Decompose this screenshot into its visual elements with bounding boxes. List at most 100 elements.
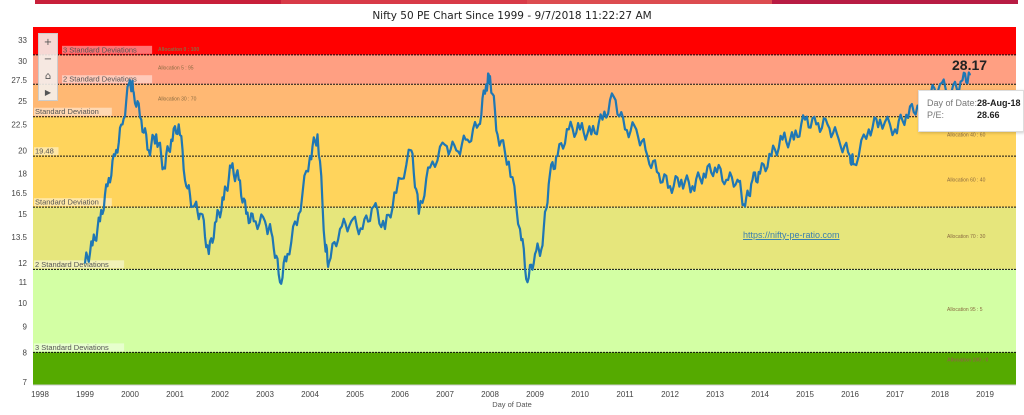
data-point: [657, 172, 660, 175]
y-tick-label: 20: [18, 146, 27, 155]
top-tab-strip: [35, 0, 1018, 4]
data-point: [969, 73, 971, 76]
x-tick-label: 2007: [436, 390, 454, 399]
sd-label-bg: [62, 45, 153, 54]
data-point: [916, 104, 919, 107]
tab[interactable]: [35, 0, 281, 4]
y-tick-label: 8: [23, 348, 28, 357]
tooltip-pe-label: P/E:: [927, 110, 945, 120]
data-point: [170, 138, 173, 141]
data-point: [894, 128, 896, 131]
y-tick-label: 16.5: [11, 189, 27, 198]
data-point: [624, 128, 626, 131]
sd-label-bg: [34, 147, 59, 156]
x-tick-label: 2009: [526, 390, 544, 399]
allocation-label: Allocation 40 : 60: [947, 132, 986, 138]
allocation-label: Allocation 30 : 70: [158, 96, 197, 102]
data-point: [519, 228, 521, 230]
band-6: [33, 269, 1016, 353]
band-0: [33, 27, 1016, 55]
data-point: [612, 95, 615, 98]
data-point: [91, 244, 94, 247]
tab[interactable]: [772, 0, 1018, 4]
zoom-controls: + − ⌂ ▶: [38, 33, 58, 101]
x-axis-label: Day of Date: [492, 400, 532, 409]
data-point: [691, 185, 694, 188]
data-point: [444, 144, 446, 146]
tab[interactable]: [526, 0, 773, 4]
data-point: [264, 220, 266, 223]
data-point: [770, 155, 773, 157]
data-point: [395, 191, 398, 194]
data-point: [669, 185, 671, 188]
x-tick-label: 2002: [211, 390, 229, 399]
data-point: [590, 133, 593, 136]
allocation-label: Allocation 100 : 0: [947, 357, 988, 363]
data-point: [526, 281, 529, 284]
data-point: [534, 253, 536, 255]
data-point: [230, 166, 233, 169]
last-value-label: 28.17: [952, 57, 988, 73]
x-tick-label: 2018: [931, 390, 949, 399]
data-point: [567, 128, 570, 131]
data-point: [751, 178, 754, 181]
data-point: [84, 262, 86, 264]
data-point: [147, 149, 150, 152]
x-tick-label: 2012: [661, 390, 679, 399]
data-point: [245, 212, 248, 215]
sd-label-bg: [34, 198, 112, 207]
sd-label: 3 Standard Deviations: [63, 45, 137, 54]
x-tick-label: 2014: [751, 390, 769, 399]
data-point: [781, 138, 784, 141]
data-point: [384, 228, 386, 230]
data-point: [961, 79, 964, 82]
play-icon[interactable]: ▶: [44, 88, 52, 97]
data-point: [702, 172, 705, 175]
data-point: [339, 228, 341, 230]
data-point: [725, 178, 728, 181]
sd-label: 19.48: [35, 147, 54, 156]
data-point: [200, 212, 203, 215]
data-point: [852, 163, 855, 165]
sd-label: Standard Deviation: [35, 107, 99, 116]
allocation-label: Allocation 5 : 95: [158, 66, 194, 72]
data-point: [826, 123, 829, 126]
data-point: [429, 166, 431, 169]
y-tick-label: 33: [18, 36, 27, 45]
x-tick-label: 2004: [301, 390, 319, 399]
data-point: [646, 155, 649, 157]
sd-label: 2 Standard Deviations: [35, 260, 109, 269]
data-point: [129, 79, 131, 82]
y-tick-label: 11: [19, 278, 28, 287]
x-tick-label: 1998: [31, 390, 49, 399]
band-4: [33, 156, 1016, 208]
y-tick-label: 18: [18, 170, 27, 179]
band-2: [33, 84, 1016, 117]
x-tick-label: 2001: [166, 390, 184, 399]
allocation-label: Allocation 0 : 100: [158, 47, 199, 53]
x-tick-label: 2003: [256, 390, 274, 399]
data-point: [121, 123, 124, 126]
tooltip-pe-value: 28.66: [977, 110, 1000, 120]
y-tick-label: 30: [18, 57, 27, 66]
home-icon[interactable]: ⌂: [44, 71, 52, 82]
zoom-in-icon[interactable]: +: [43, 37, 53, 48]
y-tick-label: 22.5: [11, 120, 27, 129]
sd-label: Standard Deviation: [35, 198, 99, 207]
zoom-out-icon[interactable]: −: [43, 54, 53, 65]
data-point: [309, 155, 311, 157]
data-point: [736, 178, 739, 181]
watermark-link[interactable]: https://nifty-pe-ratio.com: [743, 230, 840, 240]
band-7: [33, 352, 1016, 385]
data-point: [556, 155, 559, 157]
x-tick-label: 2013: [706, 390, 724, 399]
data-point: [541, 244, 544, 247]
sd-label-bg: [34, 260, 125, 269]
allocation-label: Allocation 95 : 5: [947, 307, 983, 313]
data-point: [489, 75, 491, 78]
sd-label-bg: [34, 107, 112, 116]
tab[interactable]: [280, 0, 527, 4]
x-tick-label: 2006: [391, 390, 409, 399]
data-point: [680, 178, 683, 181]
